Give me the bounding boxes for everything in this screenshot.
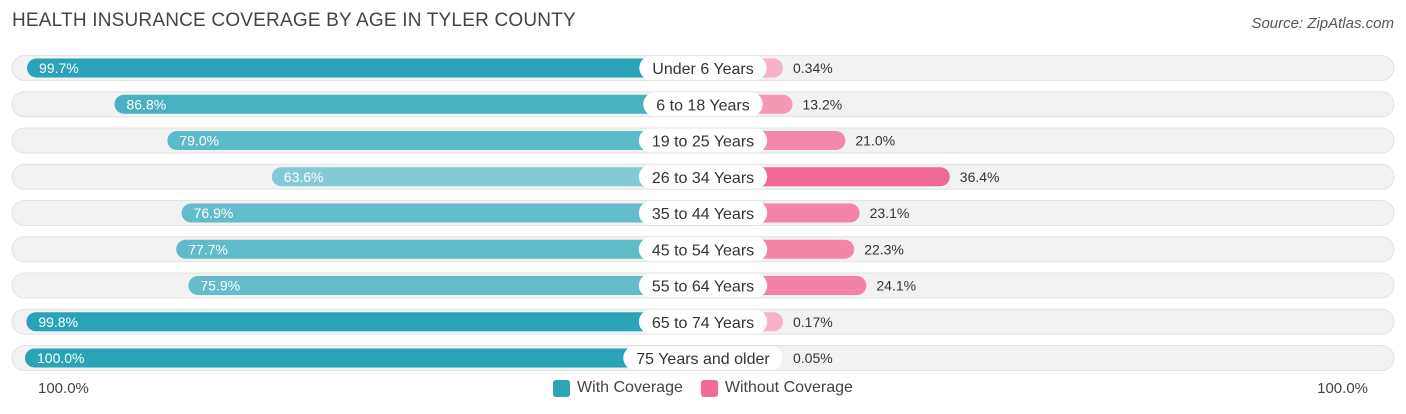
label-without-coverage-55-to-64-years: 24.1%	[876, 278, 916, 294]
label-with-coverage-35-to-44-years: 76.9%	[194, 205, 234, 221]
bar-with-coverage-55-to-64-years	[188, 276, 703, 295]
label-without-coverage-35-to-44-years: 23.1%	[870, 205, 910, 221]
category-pill-6-to-18-years	[643, 92, 763, 117]
label-with-coverage-26-to-34-years: 63.6%	[284, 169, 324, 185]
category-pill-55-to-64-years	[638, 273, 768, 298]
bar-with-coverage-65-to-74-years	[26, 312, 703, 332]
category-label-55-to-64-years: 55 to 64 Years	[652, 279, 754, 296]
label-with-coverage-19-to-25-years: 79.0%	[179, 133, 219, 149]
category-label-6-to-18-years: 6 to 18 Years	[656, 97, 749, 114]
legend-label-with-coverage: With Coverage	[577, 379, 683, 396]
label-without-coverage-under-6-years: 0.34%	[793, 60, 833, 76]
label-without-coverage-6-to-18-years: 13.2%	[802, 96, 842, 112]
category-label-65-to-74-years: 65 to 74 Years	[652, 315, 754, 332]
legend: With Coverage Without Coverage	[0, 379, 1406, 397]
label-without-coverage-19-to-25-years: 21.0%	[855, 133, 895, 149]
chart-title: HEALTH INSURANCE COVERAGE BY AGE IN TYLE…	[12, 10, 576, 31]
label-with-coverage-45-to-54-years: 77.7%	[188, 241, 228, 257]
bar-with-coverage-6-to-18-years	[114, 94, 704, 114]
label-with-coverage-75-years-and-older: 100.0%	[37, 350, 84, 366]
category-pill-under-6-years	[639, 56, 767, 80]
legend-label-without-coverage: Without Coverage	[724, 379, 853, 396]
category-label-26-to-34-years: 26 to 34 Years	[652, 170, 754, 187]
category-label-45-to-54-years: 45 to 54 Years	[652, 242, 754, 259]
diverging-bar-chart: 99.7% 0.34% Under 6 Years 86.8% 13.2% 6 to 18…	[11, 55, 1395, 371]
bar-with-coverage-26-to-34-years	[271, 167, 703, 187]
axis-left-label: 100.0%	[38, 380, 89, 397]
label-without-coverage-75-years-and-older: 0.05%	[793, 350, 833, 366]
bar-with-coverage-35-to-44-years	[181, 203, 704, 223]
source-label: Source: ZipAtlas.com	[1251, 15, 1394, 32]
legend-item-with-coverage: With Coverage	[553, 379, 683, 397]
category-label-35-to-44-years: 35 to 44 Years	[652, 206, 754, 223]
label-with-coverage-65-to-74-years: 99.8%	[38, 314, 78, 330]
category-pill-19-to-25-years	[638, 128, 768, 153]
bar-with-coverage-under-6-years	[27, 58, 704, 78]
category-pill-65-to-74-years	[638, 309, 768, 334]
bar-with-coverage-75-years-and-older	[25, 348, 703, 368]
bar-with-coverage-19-to-25-years	[167, 131, 703, 150]
category-label-19-to-25-years: 19 to 25 Years	[652, 134, 754, 151]
axis-right-label: 100.0%	[1317, 380, 1368, 397]
label-without-coverage-45-to-54-years: 22.3%	[864, 241, 904, 257]
label-with-coverage-55-to-64-years: 75.9%	[200, 278, 240, 294]
legend-item-without-coverage: Without Coverage	[700, 379, 853, 397]
category-pill-35-to-44-years	[638, 201, 768, 225]
label-with-coverage-6-to-18-years: 86.8%	[126, 96, 166, 112]
label-with-coverage-under-6-years: 99.7%	[39, 60, 79, 76]
label-without-coverage-65-to-74-years: 0.17%	[793, 314, 833, 330]
legend-swatch-without-coverage	[700, 379, 718, 397]
category-label-75-years-and-older: 75 Years and older	[636, 351, 770, 368]
legend-swatch-with-coverage	[553, 379, 571, 397]
category-pill-45-to-54-years	[638, 237, 768, 262]
label-without-coverage-26-to-34-years: 36.4%	[960, 169, 1000, 185]
category-label-under-6-years: Under 6 Years	[652, 61, 753, 78]
category-pill-75-years-and-older	[623, 346, 783, 370]
category-pill-26-to-34-years	[638, 164, 768, 189]
bar-with-coverage-45-to-54-years	[176, 239, 704, 259]
